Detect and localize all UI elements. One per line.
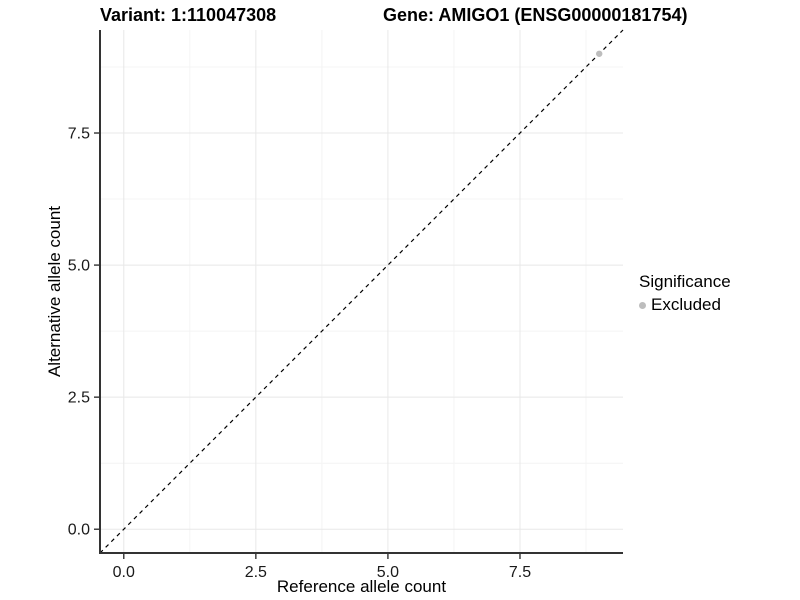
x-tick-label: 7.5 <box>509 564 531 581</box>
legend-title: Significance <box>639 272 731 291</box>
y-tick-label: 0.0 <box>68 522 90 539</box>
variant-title: Variant: 1:110047308 <box>100 5 277 25</box>
legend-item-excluded: Excluded <box>639 295 731 315</box>
y-tick-label: 7.5 <box>68 126 90 143</box>
x-tick-label: 2.5 <box>245 564 267 581</box>
data-point-excluded <box>596 50 603 57</box>
x-axis-title: Reference allele count <box>276 577 447 596</box>
y-axis-title-text: Alternative allele count <box>45 205 64 378</box>
legend: Significance Excluded <box>639 272 731 315</box>
y-axis-title: Alternative allele count <box>42 30 68 553</box>
x-tick-label: 0.0 <box>113 564 135 581</box>
excluded-point-icon <box>639 301 646 309</box>
x-tick-label: 5.0 <box>377 564 399 581</box>
legend-item-label: Excluded <box>651 295 721 314</box>
identity-reference-line <box>99 29 624 554</box>
y-tick-label: 5.0 <box>68 258 90 275</box>
y-tick-label: 2.5 <box>68 390 90 407</box>
gene-title: Gene: AMIGO1 (ENSG00000181754) <box>383 5 688 25</box>
